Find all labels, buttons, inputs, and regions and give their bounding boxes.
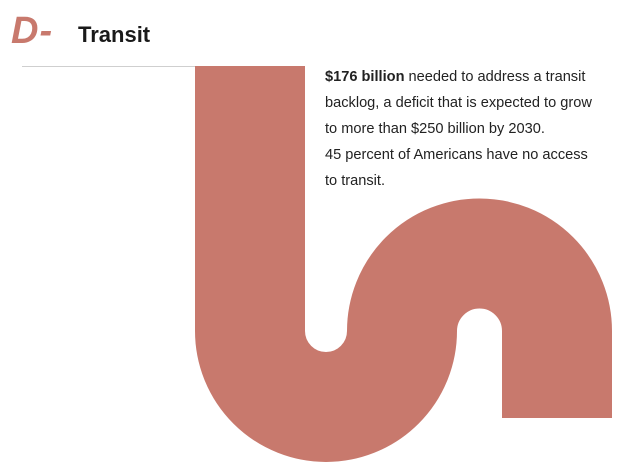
grade: D-	[11, 10, 54, 52]
text-line: to transit.	[325, 173, 386, 189]
body-text: $176 billion needed to address a transit…	[325, 64, 592, 194]
text-line: $176 billion needed to address a transit	[325, 64, 592, 90]
text-line: to more than $250 billion by 2030.	[325, 121, 545, 137]
text: needed to address a transit	[404, 69, 586, 85]
text-line: 45 percent of Americans have no access	[325, 147, 588, 163]
text-line: backlog, a deficit that is expected to g…	[325, 95, 592, 111]
title: Transit	[78, 22, 151, 47]
s-curve-graphic	[195, 66, 612, 462]
highlight: $176 billion	[325, 69, 405, 85]
